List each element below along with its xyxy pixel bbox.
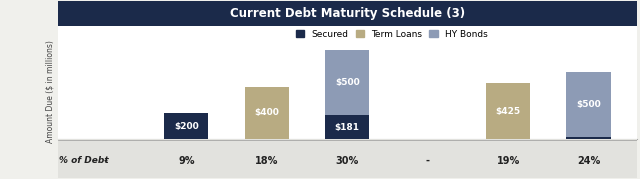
Text: $400: $400 xyxy=(254,108,279,117)
Bar xyxy=(325,115,369,139)
Text: -: - xyxy=(426,156,429,166)
Text: $425: $425 xyxy=(495,107,521,116)
Text: $500: $500 xyxy=(335,78,360,87)
Text: % of Debt: % of Debt xyxy=(60,156,109,165)
Text: 19%: 19% xyxy=(497,156,520,166)
Text: 9%: 9% xyxy=(178,156,195,166)
Bar xyxy=(325,50,369,115)
Bar xyxy=(244,87,289,139)
Y-axis label: Amount Due ($ in millions): Amount Due ($ in millions) xyxy=(46,40,55,143)
Text: $181: $181 xyxy=(335,123,360,132)
Text: 24%: 24% xyxy=(577,156,600,166)
Text: 30%: 30% xyxy=(335,156,359,166)
Text: $200: $200 xyxy=(174,122,198,130)
Text: Current Debt Maturity Schedule (3): Current Debt Maturity Schedule (3) xyxy=(230,7,465,20)
Bar xyxy=(566,72,611,137)
Text: $500: $500 xyxy=(576,100,601,109)
Text: -: - xyxy=(104,156,108,166)
Legend: Secured, Term Loans, HY Bonds: Secured, Term Loans, HY Bonds xyxy=(296,30,488,39)
Text: 18%: 18% xyxy=(255,156,278,166)
Bar xyxy=(566,137,611,139)
Bar xyxy=(486,83,530,139)
Bar xyxy=(164,113,209,139)
